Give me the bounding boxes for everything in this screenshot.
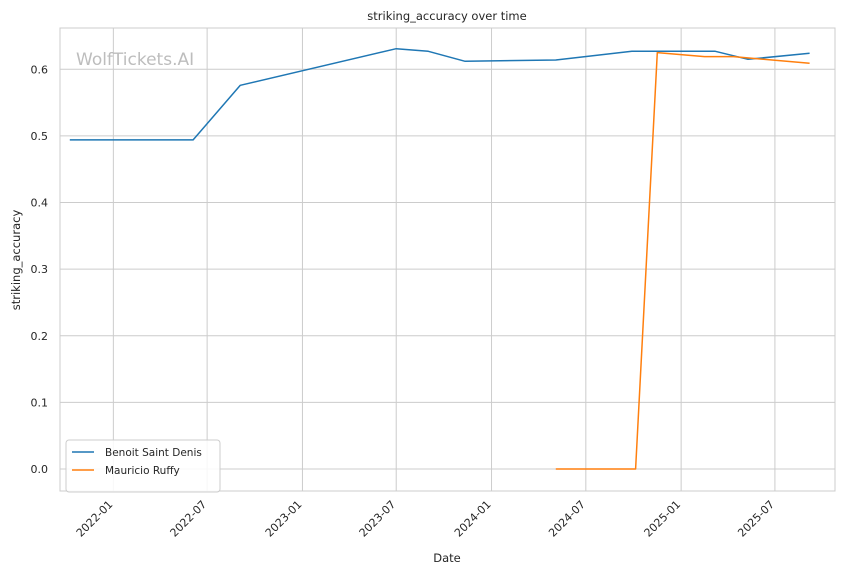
x-tick-label: 2022-01	[74, 498, 116, 540]
series-line-2	[555, 51, 810, 470]
x-tick-label: 2025-07	[735, 498, 777, 540]
watermark: WolfTickets.AI	[76, 50, 194, 70]
legend: Benoit Saint Denis Mauricio Ruffy	[65, 439, 221, 493]
plot-frame	[59, 27, 836, 492]
x-tick-label: 2023-07	[357, 498, 399, 540]
y-tick-label: 0.3	[31, 263, 49, 276]
legend-box	[65, 439, 221, 493]
x-tick-label: 2022-07	[168, 498, 210, 540]
x-tick-label: 2024-07	[546, 498, 588, 540]
y-tick-label: 0.0	[31, 463, 49, 476]
y-tick-label: 0.1	[31, 396, 49, 409]
y-tick-label: 0.2	[31, 330, 49, 343]
legend-label: Benoit Saint Denis	[105, 447, 202, 459]
series-layer	[69, 47, 810, 470]
y-tick-label: 0.4	[31, 197, 49, 210]
x-tick-label: 2025-01	[642, 498, 684, 540]
chart-title: striking_accuracy over time	[367, 9, 526, 23]
x-axis-title: Date	[433, 551, 461, 565]
grid	[60, 28, 835, 491]
x-tick-label: 2023-01	[263, 498, 305, 540]
series-line-1	[69, 47, 810, 141]
x-tick-label: 2024-01	[452, 498, 494, 540]
y-axis-title: striking_accuracy	[9, 210, 23, 311]
plot-background	[60, 28, 835, 491]
legend-label: Mauricio Ruffy	[105, 465, 180, 477]
y-tick-label: 0.5	[31, 130, 49, 143]
y-tick-label: 0.6	[31, 63, 49, 76]
